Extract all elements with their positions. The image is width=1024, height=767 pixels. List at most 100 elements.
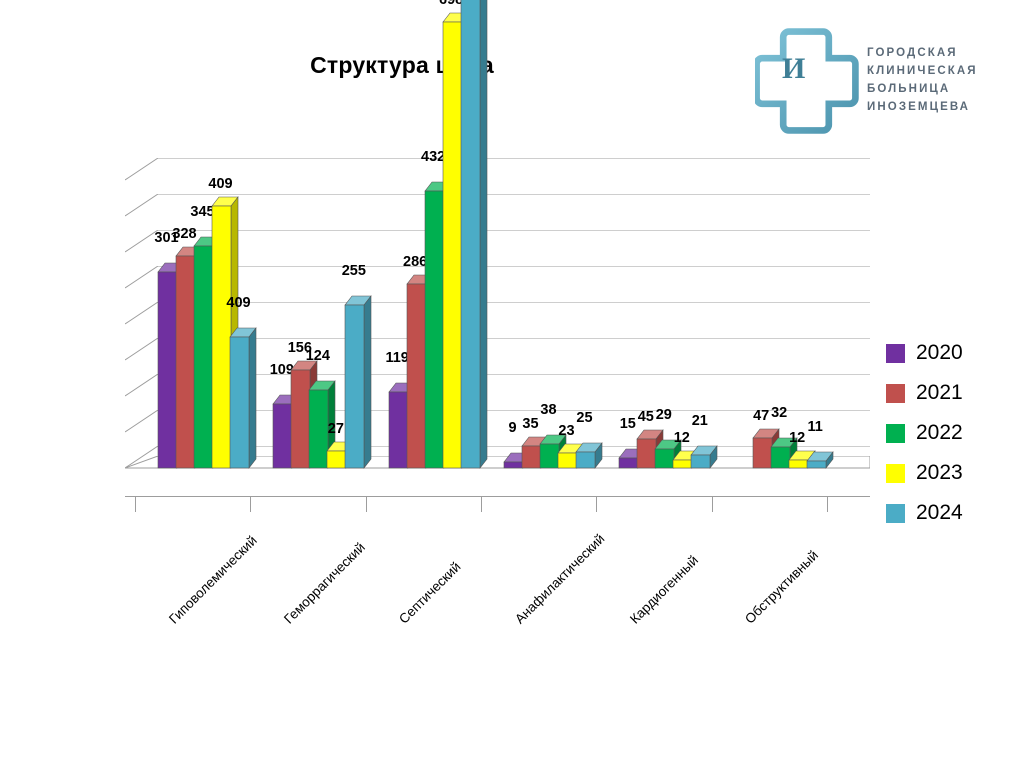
bar-2023-0[interactable] (211, 196, 239, 469)
bar-column[interactable]: 47 (752, 408, 780, 469)
bar-2022-1[interactable] (308, 380, 336, 469)
gridline (125, 374, 870, 397)
bar-column[interactable]: 345 (190, 204, 221, 469)
bar-data-label: 124 (305, 348, 330, 364)
bar-2020-2[interactable] (388, 382, 416, 469)
gridline (125, 230, 870, 253)
bar-data-label: 345 (190, 204, 215, 220)
bar-2021-4[interactable] (636, 429, 664, 469)
bar-2023-4[interactable] (672, 450, 700, 469)
bar-data-label: 29 (655, 407, 672, 423)
logo-line-2: КЛИНИЧЕСКАЯ (867, 65, 978, 77)
logo-line-4: ИНОЗЕМЦЕВА (867, 101, 971, 113)
bar-data-label: 328 (172, 226, 197, 242)
bar-column[interactable]: 21 (690, 413, 718, 469)
bar-2024-2[interactable] (460, 0, 487, 469)
axis-tick (481, 496, 482, 512)
chart-plot-area: 301 328 345 409 409 109 156 124 27 255 119 286 432 69… (125, 0, 870, 490)
bar-2021-5[interactable] (752, 428, 780, 469)
bar-column[interactable]: 119 (385, 350, 416, 469)
legend-item-2023[interactable]: 2023 (886, 453, 1016, 493)
bar-2020-0[interactable] (157, 262, 185, 469)
bar-column[interactable]: 124 (306, 348, 336, 469)
bar-2020-4[interactable] (618, 448, 646, 469)
hospital-logo: И ГОРОДСКАЯ КЛИНИЧЕСКАЯ БОЛЬНИЦА ИНОЗЕМЦ… (753, 28, 1007, 138)
bar-2024-0[interactable] (229, 327, 257, 469)
gridline (125, 410, 870, 433)
gridline (125, 302, 870, 325)
bar-column[interactable]: 774 (460, 0, 487, 469)
legend-item-2022[interactable]: 2022 (886, 413, 1016, 453)
logo-line-3: БОЛЬНИЦА (867, 83, 951, 95)
bar-column[interactable]: 432 (421, 149, 452, 469)
bar-2021-3[interactable] (521, 436, 549, 469)
bar-column[interactable]: 25 (575, 410, 603, 469)
bar-2022-0[interactable] (193, 236, 221, 469)
bar-column[interactable]: 9 (503, 420, 531, 469)
legend-item-2021[interactable]: 2021 (886, 373, 1016, 413)
legend-item-2024[interactable]: 2024 (886, 493, 1016, 533)
bar-column[interactable]: 38 (539, 402, 567, 469)
bar-2022-3[interactable] (539, 434, 567, 469)
bar-column[interactable]: 32 (770, 405, 798, 469)
bar-column[interactable]: 11 (806, 419, 834, 469)
category-label: Кардиогенный (626, 552, 702, 627)
bar-column[interactable]: 409 (226, 295, 257, 469)
bar-column[interactable]: 301 (154, 230, 185, 469)
bar-2022-4[interactable] (654, 439, 682, 469)
logo-wordmark: ГОРОДСКАЯ КЛИНИЧЕСКАЯ БОЛЬНИЦА ИНОЗЕМЦЕВ… (867, 44, 1007, 116)
bar-2024-5[interactable] (806, 451, 834, 469)
legend-label: 2020 (916, 341, 963, 364)
bar-data-label: 21 (691, 413, 708, 429)
bar-2022-5[interactable] (770, 437, 798, 469)
legend-item-2020[interactable]: 2020 (886, 333, 1016, 373)
shock-structure-chart: 301 328 345 409 409 109 156 124 27 255 119 286 432 69… (20, 0, 900, 630)
bar-column[interactable]: 15 (618, 416, 646, 469)
gridline (125, 338, 870, 361)
bar-column[interactable]: 35 (521, 416, 549, 469)
bar-2020-3[interactable] (503, 452, 531, 469)
gridline (125, 266, 870, 289)
bar-column[interactable]: 156 (288, 340, 318, 469)
bar-2023-2[interactable] (442, 12, 470, 469)
bar-data-label: 409 (208, 176, 233, 192)
bar-data-label: 9 (508, 420, 517, 436)
bar-column[interactable]: 12 (788, 430, 816, 469)
bar-2022-2[interactable] (424, 181, 452, 469)
svg-text:И: И (782, 52, 805, 85)
bar-2023-1[interactable] (326, 441, 354, 469)
axis-tick (250, 496, 252, 512)
bar-column[interactable]: 286 (403, 254, 434, 469)
gridline (125, 194, 870, 217)
bar-2020-1[interactable] (272, 394, 300, 469)
bar-column[interactable]: 409 (208, 176, 239, 469)
legend-label: 2024 (916, 501, 963, 524)
bar-column[interactable]: 29 (654, 407, 682, 469)
category-label: Анафилактический (511, 531, 608, 627)
bar-2023-3[interactable] (557, 443, 585, 469)
category-label: Обструктивный (742, 547, 822, 627)
legend-label: 2022 (916, 421, 963, 444)
bar-2024-1[interactable] (344, 295, 372, 469)
bar-column[interactable]: 45 (636, 409, 664, 469)
bar-column[interactable]: 109 (270, 362, 300, 469)
bar-2021-1[interactable] (290, 360, 318, 469)
bar-column[interactable]: 255 (342, 263, 372, 469)
bar-data-label: 119 (385, 350, 409, 366)
bar-column[interactable]: 27 (326, 421, 354, 469)
bar-2024-4[interactable] (690, 445, 718, 469)
bar-2023-5[interactable] (788, 450, 816, 469)
bar-column[interactable]: 12 (672, 430, 700, 469)
bar-column[interactable]: 23 (557, 423, 585, 469)
bar-2021-0[interactable] (175, 246, 203, 469)
bar-column[interactable]: 698 (439, 0, 470, 469)
category-label: Гиповолемический (165, 532, 260, 627)
bar-data-label: 45 (637, 409, 654, 425)
chart-category-labels: Гиповолемический Геморрагический Септическ… (125, 512, 885, 652)
bar-2021-2[interactable] (406, 274, 434, 469)
bar-2024-3[interactable] (575, 442, 603, 469)
bar-column[interactable]: 328 (172, 226, 203, 469)
bar-data-label: 301 (154, 230, 179, 246)
bar-group: 301 328 345 409 409 (154, 176, 273, 469)
